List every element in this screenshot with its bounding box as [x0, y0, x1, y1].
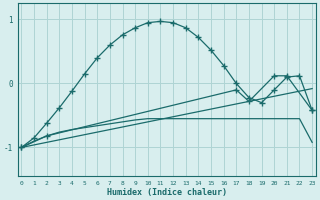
X-axis label: Humidex (Indice chaleur): Humidex (Indice chaleur)	[107, 188, 227, 197]
